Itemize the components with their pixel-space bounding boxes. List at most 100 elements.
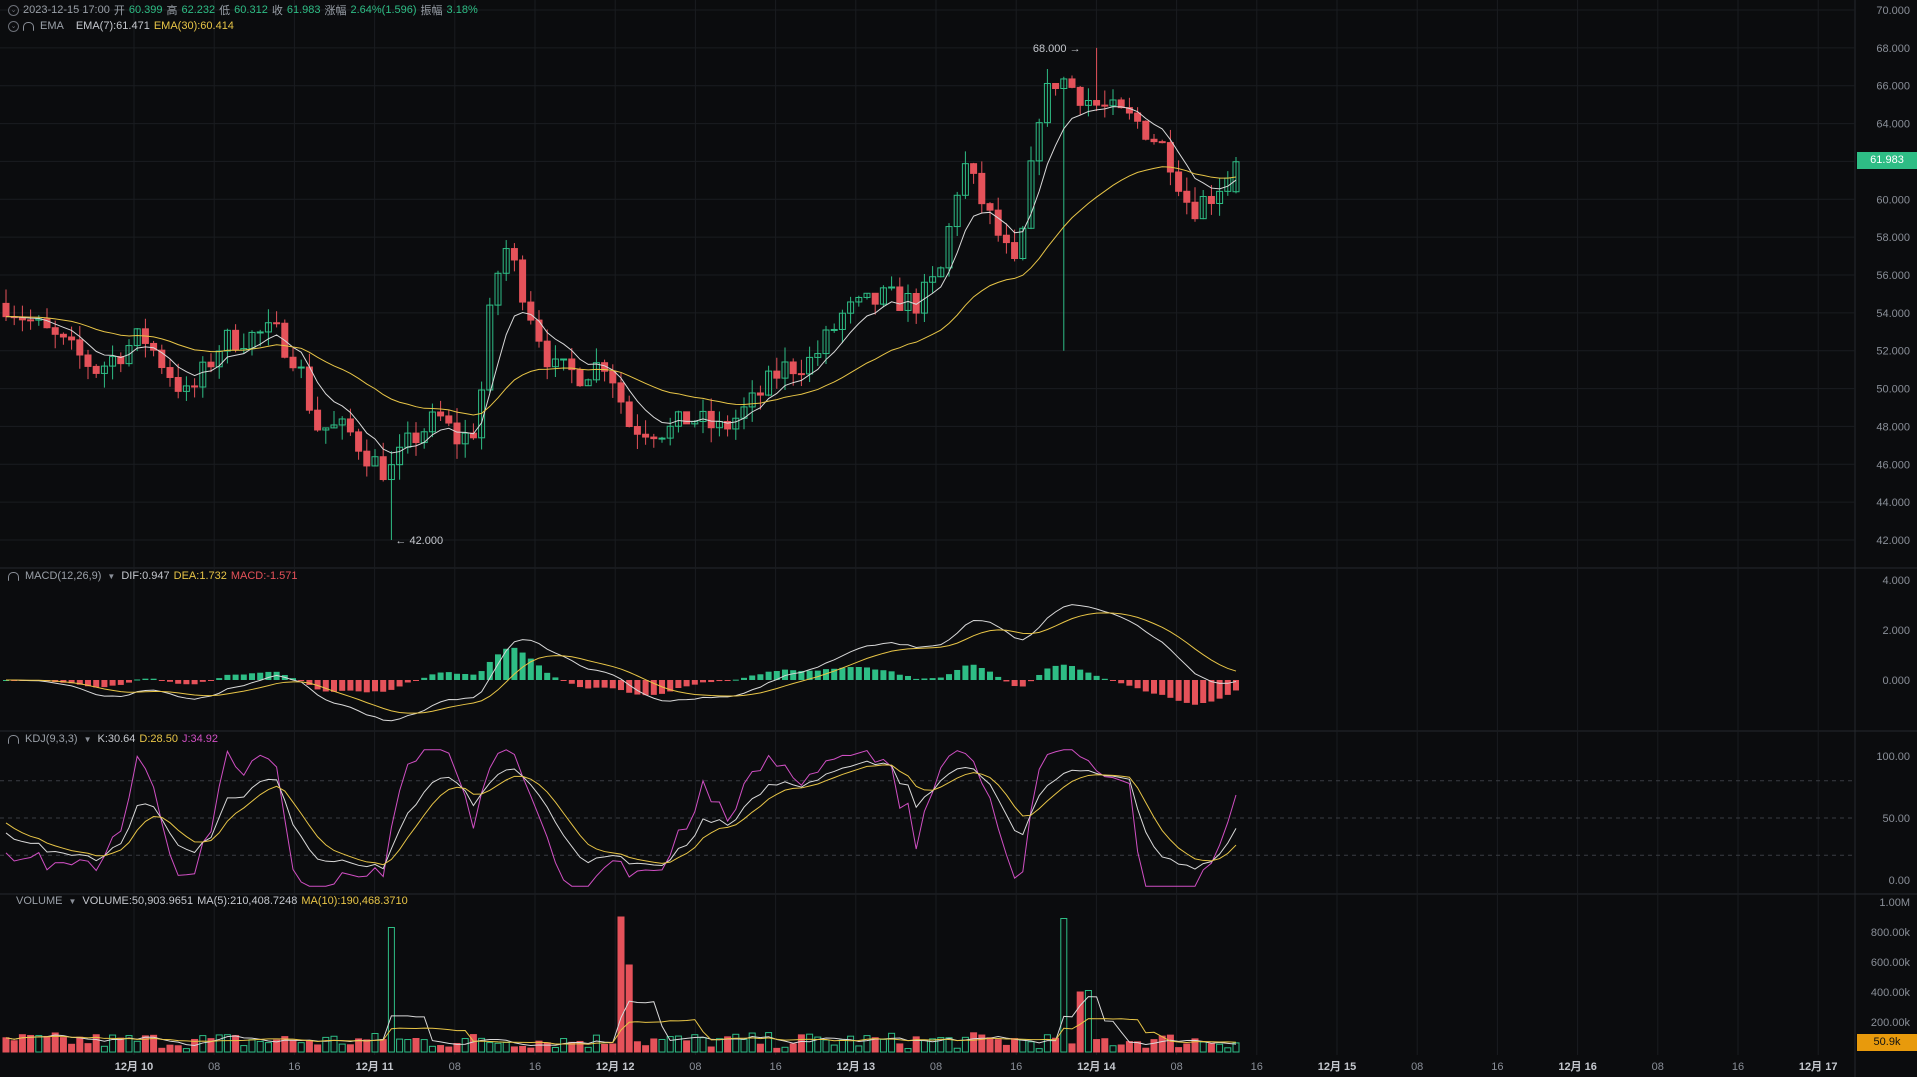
- dif-line: [5, 604, 1237, 722]
- macd-bar: [388, 680, 395, 690]
- volume-bar: [355, 1038, 363, 1053]
- ema7-line: [5, 106, 1237, 454]
- macd-bar: [1093, 675, 1100, 680]
- candle-body: [970, 163, 978, 174]
- candle-body: [1142, 120, 1150, 140]
- macd-bar: [265, 671, 272, 680]
- max-price-marker: 68.000 →: [1033, 43, 1081, 55]
- kdj-legend[interactable]: KDJ(9,3,3) ▼ K:30.64 D:28.50 J:34.92: [8, 733, 218, 745]
- candle-body: [182, 385, 190, 392]
- macd-bar: [1233, 680, 1239, 691]
- candle-body: [609, 370, 617, 384]
- time-tick: 08: [1411, 1061, 1423, 1073]
- bell-icon[interactable]: [8, 571, 19, 581]
- macd-bar: [421, 677, 428, 680]
- candle-body: [617, 382, 625, 403]
- macd-legend[interactable]: MACD(12,26,9) ▼ DIF:0.947 DEA:1.732 MACD…: [8, 570, 298, 582]
- candle-body: [986, 203, 994, 211]
- macd-bar: [109, 680, 116, 686]
- macd-bar: [1224, 680, 1231, 695]
- volume-bar: [879, 1038, 887, 1053]
- macd-bar: [257, 672, 264, 680]
- dropdown-caret-icon[interactable]: ▼: [83, 734, 92, 744]
- volume-legend[interactable]: VOLUME ▼ VOLUME:50,903.9651 MA(5):210,40…: [16, 895, 408, 907]
- ema-legend[interactable]: ⌄ EMA EMA(7):61.471 EMA(30):60.414: [8, 20, 234, 32]
- macd-bar: [445, 672, 452, 680]
- macd-bar: [855, 666, 862, 680]
- macd-bar: [782, 669, 788, 680]
- macd-bar: [1126, 680, 1133, 686]
- macd-bar: [413, 680, 419, 681]
- macd-bar: [905, 675, 911, 680]
- macd-bar: [85, 680, 91, 687]
- min-price-marker: ← 42.000: [395, 535, 443, 547]
- price-tick: 48.000: [1876, 421, 1910, 433]
- volume-bar: [273, 1039, 281, 1053]
- candle-body: [207, 361, 215, 368]
- macd-bar: [1151, 680, 1157, 694]
- volume-bar: [166, 1044, 174, 1053]
- candle-body: [264, 322, 272, 333]
- candle-body: [396, 446, 404, 466]
- candle-body: [732, 417, 740, 430]
- candle-body: [1117, 99, 1125, 109]
- macd-bar: [790, 670, 797, 680]
- collapse-icon[interactable]: ⌄: [8, 4, 19, 16]
- collapse-icon[interactable]: ⌄: [8, 20, 19, 32]
- volume-bar: [84, 1043, 92, 1053]
- candle-body: [847, 301, 855, 314]
- macd-bar: [888, 671, 895, 680]
- volume-bar: [560, 1038, 568, 1053]
- volume-tick: 1.00M: [1879, 897, 1910, 909]
- macd-bar: [1142, 680, 1149, 692]
- bell-icon[interactable]: [8, 734, 19, 744]
- volume-bar: [387, 927, 395, 1053]
- candle-body: [43, 318, 51, 329]
- candlestick-series: [2, 47, 1240, 540]
- dropdown-caret-icon[interactable]: ▼: [107, 571, 116, 581]
- macd-bar: [158, 680, 165, 681]
- volume-bar: [724, 1036, 732, 1053]
- candle-body: [642, 433, 650, 438]
- volume-bar: [182, 1048, 190, 1053]
- candle-body: [1109, 99, 1117, 107]
- macd-bar: [806, 670, 813, 680]
- time-tick: 16: [529, 1061, 541, 1073]
- bell-icon[interactable]: [23, 21, 34, 31]
- macd-bar: [240, 674, 247, 680]
- macd-bar: [544, 672, 551, 680]
- volume-bar: [773, 1047, 781, 1053]
- candle-body: [387, 464, 395, 481]
- macd-bar: [224, 674, 231, 680]
- volume-bar: [633, 1041, 641, 1053]
- volume-bar: [912, 1036, 920, 1053]
- volume-bar: [1199, 1041, 1207, 1053]
- macd-bar: [847, 667, 854, 680]
- macd-bar: [1183, 680, 1190, 703]
- volume-bar: [133, 1040, 141, 1053]
- volume-bar: [1052, 1037, 1060, 1053]
- volume-bar: [756, 1043, 764, 1053]
- macd-bar: [331, 680, 337, 692]
- macd-bar: [232, 674, 239, 680]
- macd-bar: [486, 661, 493, 680]
- candle-body: [2, 302, 10, 318]
- volume-bar: [1117, 1044, 1125, 1053]
- volume-bar: [535, 1040, 543, 1053]
- volume-bar: [510, 1046, 518, 1053]
- macd-bar: [757, 674, 764, 680]
- macd-bar: [511, 647, 518, 680]
- time-tick: 12月 15: [1318, 1060, 1357, 1073]
- volume-bar: [838, 1039, 846, 1053]
- candle-body: [166, 367, 174, 378]
- macd-bar: [560, 680, 567, 681]
- dropdown-caret-icon[interactable]: ▼: [68, 896, 77, 906]
- volume-bar: [601, 1043, 609, 1053]
- volume-bar: [478, 1037, 486, 1053]
- volume-bar: [945, 1037, 953, 1053]
- candle-body: [297, 366, 305, 369]
- volume-bar: [1191, 1038, 1199, 1053]
- volume-bar: [797, 1034, 805, 1053]
- volume-bar: [371, 1033, 379, 1053]
